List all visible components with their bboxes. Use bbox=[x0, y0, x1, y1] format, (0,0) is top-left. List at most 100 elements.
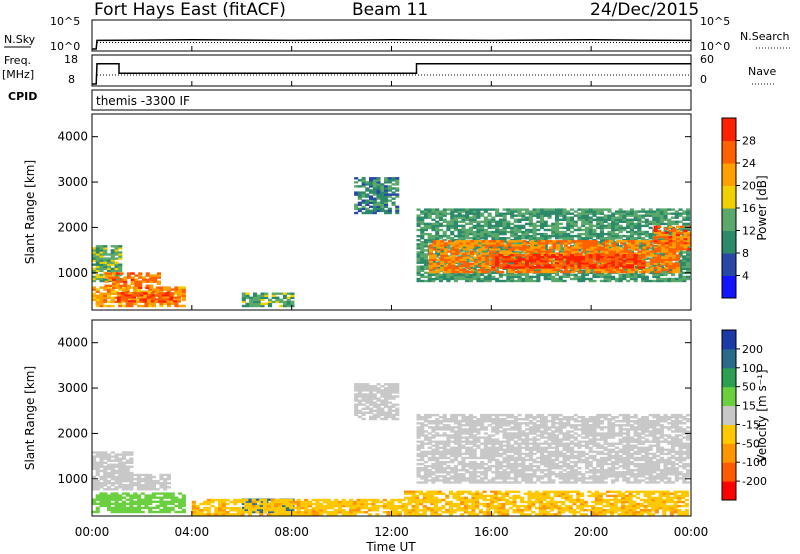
power-cell bbox=[566, 262, 571, 265]
power-cell bbox=[447, 256, 452, 259]
velocity-cell bbox=[140, 502, 145, 505]
power-cell bbox=[555, 279, 560, 283]
velocity-cell bbox=[166, 500, 171, 503]
power-cell bbox=[563, 248, 568, 251]
velocity-cell bbox=[376, 411, 381, 414]
velocity-cell bbox=[285, 502, 290, 506]
power-cell bbox=[530, 242, 535, 245]
program-label: themis -3300 IF bbox=[96, 94, 190, 108]
power-cell bbox=[676, 262, 681, 265]
power-cell bbox=[245, 304, 250, 308]
power-cell bbox=[498, 264, 503, 267]
power-cell bbox=[626, 237, 631, 240]
velocity-cell bbox=[121, 486, 126, 489]
power-cell bbox=[498, 237, 503, 240]
power-cell bbox=[582, 242, 587, 245]
power-cell bbox=[607, 224, 612, 228]
velocity-cell bbox=[372, 385, 377, 388]
power-cell bbox=[525, 222, 530, 226]
velocity-cell bbox=[337, 511, 342, 514]
power-cell bbox=[156, 280, 161, 283]
power-cell bbox=[633, 222, 638, 226]
power-cell bbox=[566, 254, 571, 257]
power-cell bbox=[603, 254, 608, 257]
velocity-cell bbox=[151, 486, 156, 489]
power-cell bbox=[588, 228, 593, 232]
power-cell bbox=[387, 195, 392, 198]
power-cell bbox=[455, 256, 460, 259]
power-cell bbox=[676, 233, 681, 237]
power-cell bbox=[648, 279, 653, 283]
power-cell bbox=[118, 257, 123, 260]
power-cell bbox=[476, 220, 481, 223]
power-cell bbox=[442, 224, 447, 228]
power-cell bbox=[517, 230, 522, 234]
power-cell bbox=[447, 264, 452, 267]
power-cell bbox=[436, 262, 441, 265]
velocity-cell bbox=[125, 473, 130, 477]
power-cell bbox=[526, 268, 531, 272]
power-cell bbox=[446, 245, 451, 248]
velocity-cell bbox=[110, 455, 115, 458]
power-cell bbox=[659, 208, 664, 211]
power-cell bbox=[451, 242, 456, 245]
power-cell bbox=[473, 240, 478, 243]
power-cell bbox=[260, 292, 265, 295]
power-cell bbox=[103, 247, 108, 250]
velocity-cell bbox=[384, 389, 389, 392]
power-cell bbox=[447, 266, 452, 270]
velocity-cell bbox=[319, 502, 324, 506]
power-cell bbox=[427, 210, 432, 213]
velocity-cell bbox=[99, 492, 104, 495]
power-cell bbox=[526, 242, 531, 245]
power-cell bbox=[129, 304, 134, 308]
power-cell bbox=[380, 203, 385, 206]
power-cell bbox=[134, 278, 139, 281]
velocity-cell bbox=[354, 393, 359, 396]
power-cell bbox=[481, 268, 486, 272]
power-cell bbox=[627, 270, 632, 274]
power-cell bbox=[395, 193, 400, 196]
power-cell bbox=[652, 216, 657, 219]
power-cell bbox=[141, 276, 146, 279]
power-cell bbox=[114, 251, 119, 254]
power-cell bbox=[611, 264, 616, 267]
power-cell bbox=[586, 242, 591, 245]
power-cell bbox=[518, 248, 523, 251]
power-cell bbox=[465, 234, 470, 238]
power-cell bbox=[541, 246, 546, 249]
power-cell bbox=[661, 250, 666, 253]
power-cell bbox=[641, 262, 646, 265]
power-cell bbox=[656, 210, 661, 213]
power-cell bbox=[472, 234, 477, 238]
power-cell bbox=[562, 230, 567, 234]
power-cell bbox=[115, 284, 120, 287]
power-cell bbox=[120, 300, 125, 303]
velocity-cell bbox=[144, 504, 149, 508]
power-cell bbox=[586, 240, 591, 243]
power-cell bbox=[108, 284, 113, 287]
power-cell bbox=[513, 224, 518, 228]
power-cell bbox=[286, 302, 291, 306]
power-cell bbox=[513, 234, 518, 238]
power-colorbar-tick-label: 12 bbox=[742, 225, 756, 238]
power-cell bbox=[597, 270, 602, 274]
power-cell bbox=[485, 244, 490, 247]
power-cell bbox=[420, 251, 425, 254]
velocity-cell bbox=[107, 482, 112, 485]
power-cell bbox=[528, 224, 533, 228]
power-cell bbox=[131, 292, 136, 295]
power-cell bbox=[607, 237, 612, 240]
velocity-cell bbox=[225, 506, 230, 510]
power-cell bbox=[174, 290, 179, 293]
power-cell bbox=[532, 210, 537, 213]
power-cell bbox=[603, 216, 608, 219]
velocity-cell bbox=[148, 477, 153, 481]
power-cell bbox=[95, 251, 100, 254]
velocity-cell bbox=[218, 500, 223, 504]
power-cell bbox=[253, 304, 258, 308]
power-cell bbox=[517, 279, 522, 283]
power-cell bbox=[577, 264, 582, 267]
power-cell bbox=[435, 224, 440, 228]
velocity-cell bbox=[99, 482, 104, 485]
